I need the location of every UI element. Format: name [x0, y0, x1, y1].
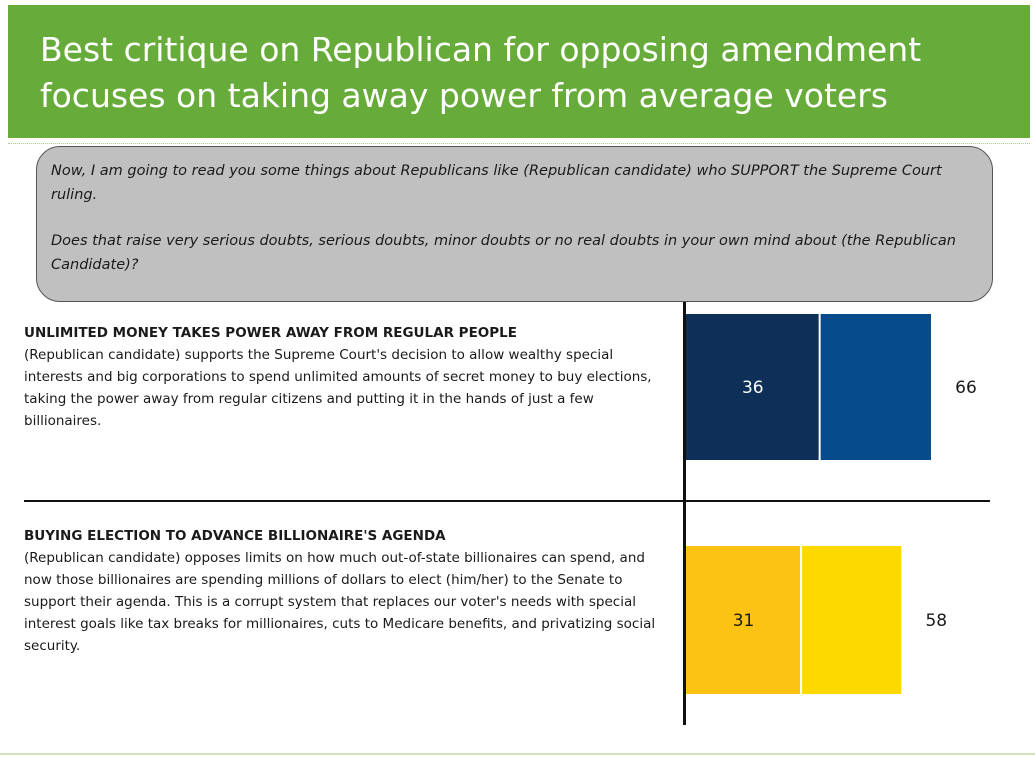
title-line-1: Best critique on Republican for opposing… — [40, 30, 922, 69]
item-2-text: BUYING ELECTION TO ADVANCE BILLIONAIRE'S… — [24, 525, 664, 657]
item-2-body: (Republican candidate) opposes limits on… — [24, 550, 656, 654]
header-divider — [8, 143, 1030, 144]
item-1-title: UNLIMITED MONEY TAKES POWER AWAY FROM RE… — [24, 325, 517, 341]
question-callout: Now, I am going to read you some things … — [36, 146, 993, 302]
title-line-2: focuses on taking away power from averag… — [40, 76, 888, 115]
question-intro: Now, I am going to read you some things … — [51, 163, 942, 203]
bar-2-segment-2 — [801, 546, 902, 694]
chart-axis — [683, 302, 686, 725]
bar-2-total-label: 58 — [925, 611, 947, 631]
bar-2-segment-label: 31 — [733, 611, 755, 631]
bar-1-total-label: 66 — [955, 378, 977, 398]
bar-2-segment-separator — [800, 546, 803, 694]
bar-1-segment-separator — [818, 314, 821, 460]
question-prompt: Does that raise very serious doubts, ser… — [51, 233, 956, 273]
bar-1-segment-1 — [686, 314, 820, 460]
bar-1-segment-label: 36 — [742, 378, 764, 398]
bar-1-segment-2 — [819, 314, 931, 460]
item-1-body: (Republican candidate) supports the Supr… — [24, 347, 652, 429]
item-1-text: UNLIMITED MONEY TAKES POWER AWAY FROM RE… — [24, 322, 664, 432]
title-banner: Best critique on Republican for opposing… — [8, 5, 1030, 138]
bar-2-segment-1 — [686, 546, 802, 694]
item-2-title: BUYING ELECTION TO ADVANCE BILLIONAIRE'S… — [24, 528, 446, 544]
footer-rule — [0, 753, 1035, 755]
row-divider — [24, 500, 990, 502]
